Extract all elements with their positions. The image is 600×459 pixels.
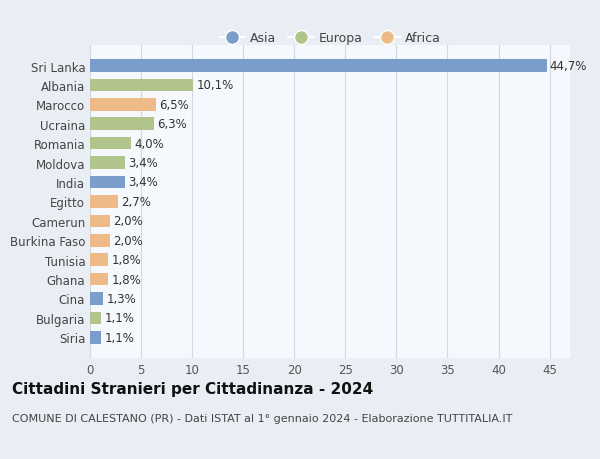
Text: 1,3%: 1,3% [106,292,136,305]
Text: 2,0%: 2,0% [113,215,143,228]
Bar [90,312,101,325]
Text: 10,1%: 10,1% [196,79,233,92]
Bar [90,292,103,305]
Text: 2,7%: 2,7% [121,196,151,208]
Bar [90,157,125,169]
Bar [90,196,118,208]
Text: Cittadini Stranieri per Cittadinanza - 2024: Cittadini Stranieri per Cittadinanza - 2… [12,381,373,396]
Text: 1,8%: 1,8% [112,273,141,286]
Text: 4,0%: 4,0% [134,137,164,151]
Bar [90,273,109,286]
Bar [90,79,193,92]
Text: 1,1%: 1,1% [104,312,134,325]
Text: 44,7%: 44,7% [550,60,587,73]
Bar [90,331,101,344]
Bar [90,99,157,112]
Bar [90,176,125,189]
Text: 1,8%: 1,8% [112,253,141,267]
Legend: Asia, Europa, Africa: Asia, Europa, Africa [215,27,445,50]
Text: 3,4%: 3,4% [128,176,158,189]
Text: 6,5%: 6,5% [160,99,189,112]
Bar [90,254,109,266]
Bar [90,60,547,73]
Bar [90,118,154,131]
Text: COMUNE DI CALESTANO (PR) - Dati ISTAT al 1° gennaio 2024 - Elaborazione TUTTITAL: COMUNE DI CALESTANO (PR) - Dati ISTAT al… [12,413,512,423]
Text: 6,3%: 6,3% [157,118,187,131]
Text: 3,4%: 3,4% [128,157,158,170]
Bar [90,235,110,247]
Text: 2,0%: 2,0% [113,234,143,247]
Bar [90,215,110,228]
Text: 1,1%: 1,1% [104,331,134,344]
Bar [90,138,131,150]
